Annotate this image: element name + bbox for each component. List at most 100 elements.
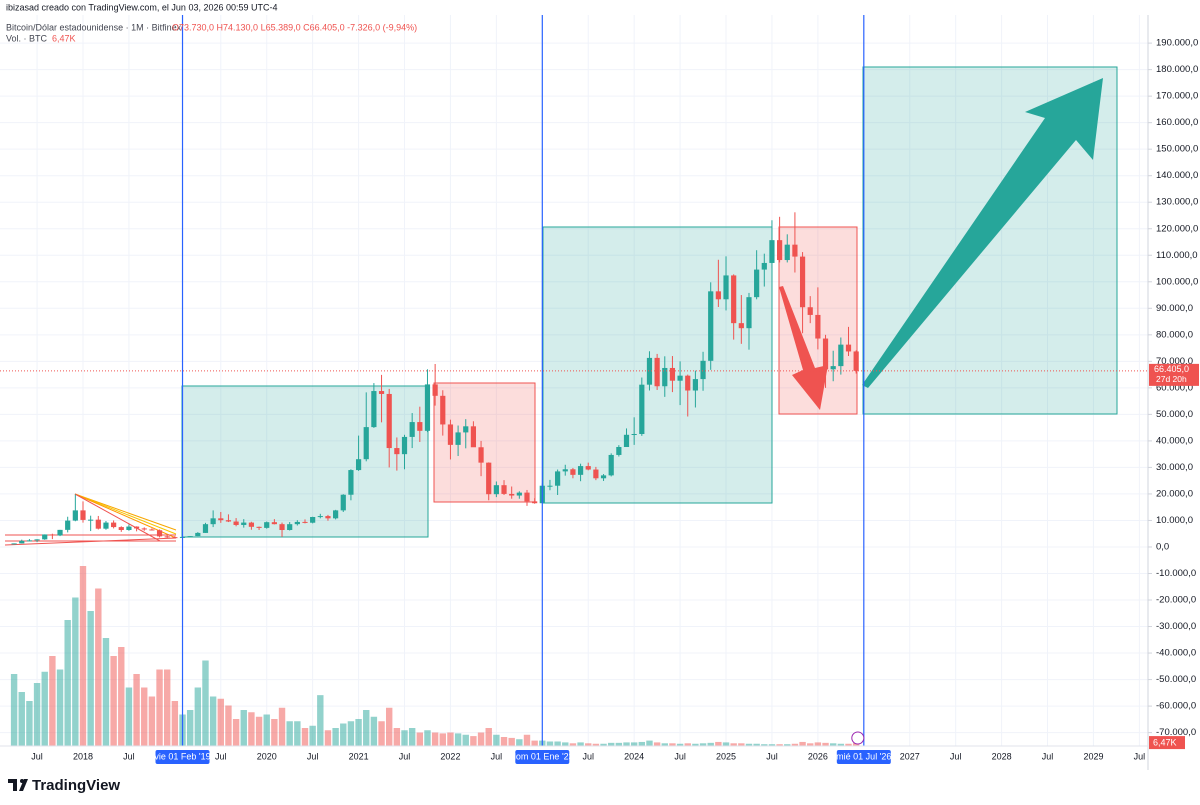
date-highlight bbox=[155, 750, 210, 764]
volume-bar bbox=[676, 743, 684, 746]
candle-body bbox=[524, 492, 530, 502]
date-highlight bbox=[515, 750, 570, 764]
candle-body bbox=[723, 275, 729, 300]
volume-bar bbox=[363, 710, 370, 746]
x-tick-label: Jul bbox=[307, 751, 319, 761]
volume-bar bbox=[799, 741, 806, 746]
y-tick-label: 20.000,0 bbox=[1156, 488, 1193, 499]
axes: 190.000,0 180.000,0 170.000,0 160.000,0 150.… bbox=[31, 38, 1199, 764]
volume-pane bbox=[10, 566, 860, 746]
volume-bar bbox=[722, 742, 730, 746]
x-tick-label: Jul bbox=[950, 751, 962, 761]
candle-body bbox=[784, 244, 790, 261]
candle-body bbox=[677, 375, 683, 381]
x-tick-label: 2020 bbox=[257, 751, 277, 761]
price-axis-bg bbox=[1148, 15, 1200, 770]
candle-body bbox=[646, 357, 653, 385]
volume-bar bbox=[408, 728, 416, 746]
candle-body bbox=[608, 454, 614, 476]
volume-bar bbox=[301, 728, 309, 746]
volume-bar bbox=[79, 566, 87, 746]
candle-body bbox=[486, 462, 492, 495]
volume-bar bbox=[791, 743, 799, 746]
candle-body bbox=[80, 510, 86, 520]
volume-bar bbox=[309, 725, 316, 746]
candle-body bbox=[455, 432, 461, 445]
volume-bar bbox=[393, 728, 401, 746]
y-tick-label: -70.000,0 bbox=[1156, 727, 1196, 738]
candle-body bbox=[593, 469, 599, 479]
candle-body bbox=[577, 466, 584, 475]
grid bbox=[0, 15, 1148, 746]
volume-bar bbox=[95, 588, 102, 746]
volume-bar bbox=[745, 743, 753, 746]
y-tick-label: -50.000,0 bbox=[1156, 674, 1196, 685]
candle-body bbox=[639, 384, 645, 435]
candle-body bbox=[815, 314, 821, 339]
candle-body bbox=[187, 536, 193, 538]
candle-body bbox=[746, 297, 752, 329]
volume-bar bbox=[485, 728, 492, 746]
last-price-label: 66.405,0 bbox=[1154, 364, 1189, 374]
date-highlight bbox=[836, 750, 891, 764]
candle-body bbox=[256, 526, 262, 528]
candle-body bbox=[241, 522, 247, 525]
candle-body bbox=[95, 519, 101, 529]
x-tick-label: Jul bbox=[766, 751, 778, 761]
x-tick-label: 2028 bbox=[992, 751, 1012, 761]
volume-bar bbox=[156, 669, 163, 746]
candle-body bbox=[133, 526, 140, 529]
candle-body bbox=[708, 291, 714, 361]
y-tick-label: 160.000,0 bbox=[1156, 117, 1198, 128]
candle-body bbox=[386, 393, 392, 449]
volume-bar bbox=[715, 741, 722, 746]
candle-body bbox=[34, 539, 40, 541]
candle-body bbox=[440, 395, 446, 425]
volume-bar bbox=[707, 742, 714, 746]
volume-bar bbox=[615, 742, 623, 746]
drawings bbox=[4, 66, 1118, 546]
candle-body bbox=[72, 510, 78, 521]
candle-body bbox=[378, 391, 385, 394]
volume-bar bbox=[516, 739, 523, 746]
volume-bar bbox=[807, 743, 814, 746]
volume-bar bbox=[164, 669, 171, 746]
volume-bar bbox=[332, 728, 339, 746]
candle-body bbox=[516, 492, 522, 496]
y-tick-label: -40.000,0 bbox=[1156, 648, 1196, 659]
red-arrow bbox=[779, 286, 828, 410]
y-tick-label: 150.000,0 bbox=[1156, 144, 1198, 155]
x-tick-label: Jul bbox=[674, 751, 686, 761]
volume-bar bbox=[600, 743, 607, 746]
candle-body bbox=[172, 537, 178, 539]
volume-bar bbox=[569, 743, 577, 746]
volume-bar bbox=[41, 671, 48, 746]
candle-body bbox=[317, 516, 323, 518]
event-icon bbox=[851, 731, 865, 745]
candle-body bbox=[49, 534, 55, 536]
volume-bar bbox=[684, 743, 691, 746]
candle-body bbox=[685, 375, 691, 391]
candle-body bbox=[478, 447, 484, 463]
candle-body bbox=[585, 466, 591, 470]
y-tick-label: 10.000,0 bbox=[1156, 515, 1193, 526]
candle-body bbox=[616, 446, 622, 455]
candle-body bbox=[807, 307, 813, 315]
y-tick-label: 60.000,0 bbox=[1156, 382, 1193, 393]
x-tick-label: Jul bbox=[399, 751, 411, 761]
x-tick-label: Jul bbox=[1042, 751, 1054, 761]
candle-body bbox=[731, 275, 737, 324]
volume-bar bbox=[531, 740, 538, 746]
candle-body bbox=[271, 522, 277, 525]
candle-body bbox=[432, 384, 438, 396]
candle-body bbox=[363, 427, 369, 460]
candle-body bbox=[623, 434, 630, 447]
candle-body bbox=[662, 367, 668, 387]
volume-bar bbox=[278, 707, 286, 746]
candle-body bbox=[715, 291, 721, 300]
volume-bar bbox=[477, 732, 485, 746]
candle-body bbox=[493, 485, 499, 495]
candle-body bbox=[654, 357, 660, 387]
candle-body bbox=[118, 527, 124, 531]
